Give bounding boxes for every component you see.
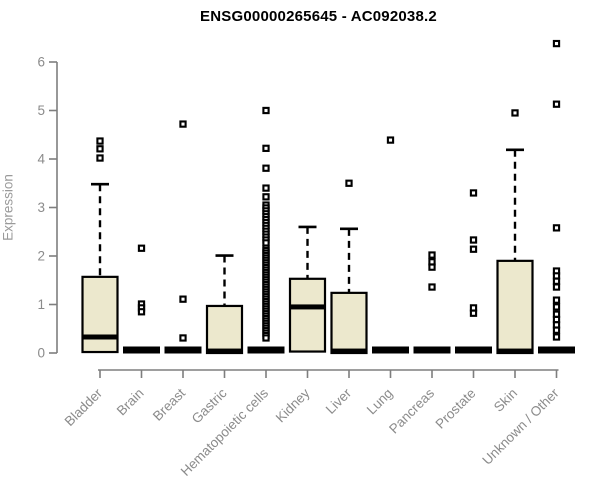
outlier-point (96, 145, 104, 153)
box-collapsed-pancreas (413, 346, 451, 354)
outlier-point (552, 303, 561, 311)
outlier-point (552, 100, 561, 108)
outlier-point (96, 137, 104, 145)
x-category-label: Pancreas (386, 385, 437, 436)
outlier-point (137, 244, 146, 252)
outlier-point (511, 109, 519, 117)
y-tick-label: 3 (37, 200, 45, 215)
outlier-point (137, 308, 146, 316)
box-collapsed-prostate (455, 346, 492, 354)
outlier-point (262, 193, 270, 201)
y-tick-label: 5 (37, 103, 45, 118)
outlier-point (469, 245, 478, 253)
box-collapsed-breast (164, 346, 202, 354)
median-line (81, 334, 119, 340)
outlier-point (552, 277, 561, 285)
x-category-label: Breast (150, 385, 188, 423)
x-category-label: Gastric (189, 385, 230, 426)
median-line (289, 304, 326, 310)
box-collapsed-brain (123, 346, 160, 354)
outlier-point (262, 144, 270, 152)
box-gastric (205, 304, 244, 355)
outlier-point (552, 283, 561, 291)
box-collapsed-lung (372, 346, 409, 354)
outlier-point (96, 154, 104, 162)
outlier-point (262, 106, 270, 115)
outlier-point (262, 334, 270, 342)
x-category-label: Unknown / Other (479, 385, 562, 468)
outlier-point (179, 120, 187, 128)
outlier-point (552, 326, 561, 334)
box-collapsed-unknown-other (538, 346, 575, 354)
outlier-point (552, 296, 561, 304)
y-tick-label: 0 (37, 346, 45, 361)
median-line (496, 348, 534, 354)
outlier-point (386, 136, 395, 144)
outlier-point (428, 283, 436, 291)
x-category-label: Bladder (62, 385, 106, 429)
outlier-point (179, 295, 187, 303)
outlier-point (469, 189, 478, 197)
x-category-label: Brain (114, 386, 147, 419)
outlier-point (262, 184, 270, 192)
box-skin (496, 259, 534, 355)
outlier-point (552, 224, 561, 232)
outlier-point (179, 334, 187, 342)
x-category-label: Prostate (432, 386, 478, 432)
box-kidney (288, 277, 327, 353)
y-tick-label: 1 (37, 297, 45, 312)
outlier-point (552, 333, 561, 341)
outlier-point (262, 164, 270, 172)
x-category-label: Lung (364, 386, 396, 418)
median-line (330, 348, 368, 354)
box-bladder (81, 275, 119, 354)
y-tick-label: 4 (37, 152, 45, 167)
median-line (206, 348, 243, 354)
outlier-point (469, 236, 478, 244)
x-category-label: Kidney (273, 385, 313, 425)
x-category-label: Liver (323, 385, 355, 417)
y-tick-label: 2 (37, 249, 45, 264)
box-collapsed-hematopoietic-cells (247, 346, 285, 354)
outlier-point (428, 251, 436, 259)
outlier-point (469, 309, 478, 317)
chart-title: ENSG00000265645 - AC092038.2 (200, 8, 437, 25)
y-tick-label: 6 (37, 55, 45, 70)
outlier-point (345, 179, 353, 187)
box-liver (330, 291, 368, 355)
x-category-label: Skin (491, 386, 520, 415)
outlier-point (428, 263, 436, 271)
outlier-point (552, 39, 561, 48)
